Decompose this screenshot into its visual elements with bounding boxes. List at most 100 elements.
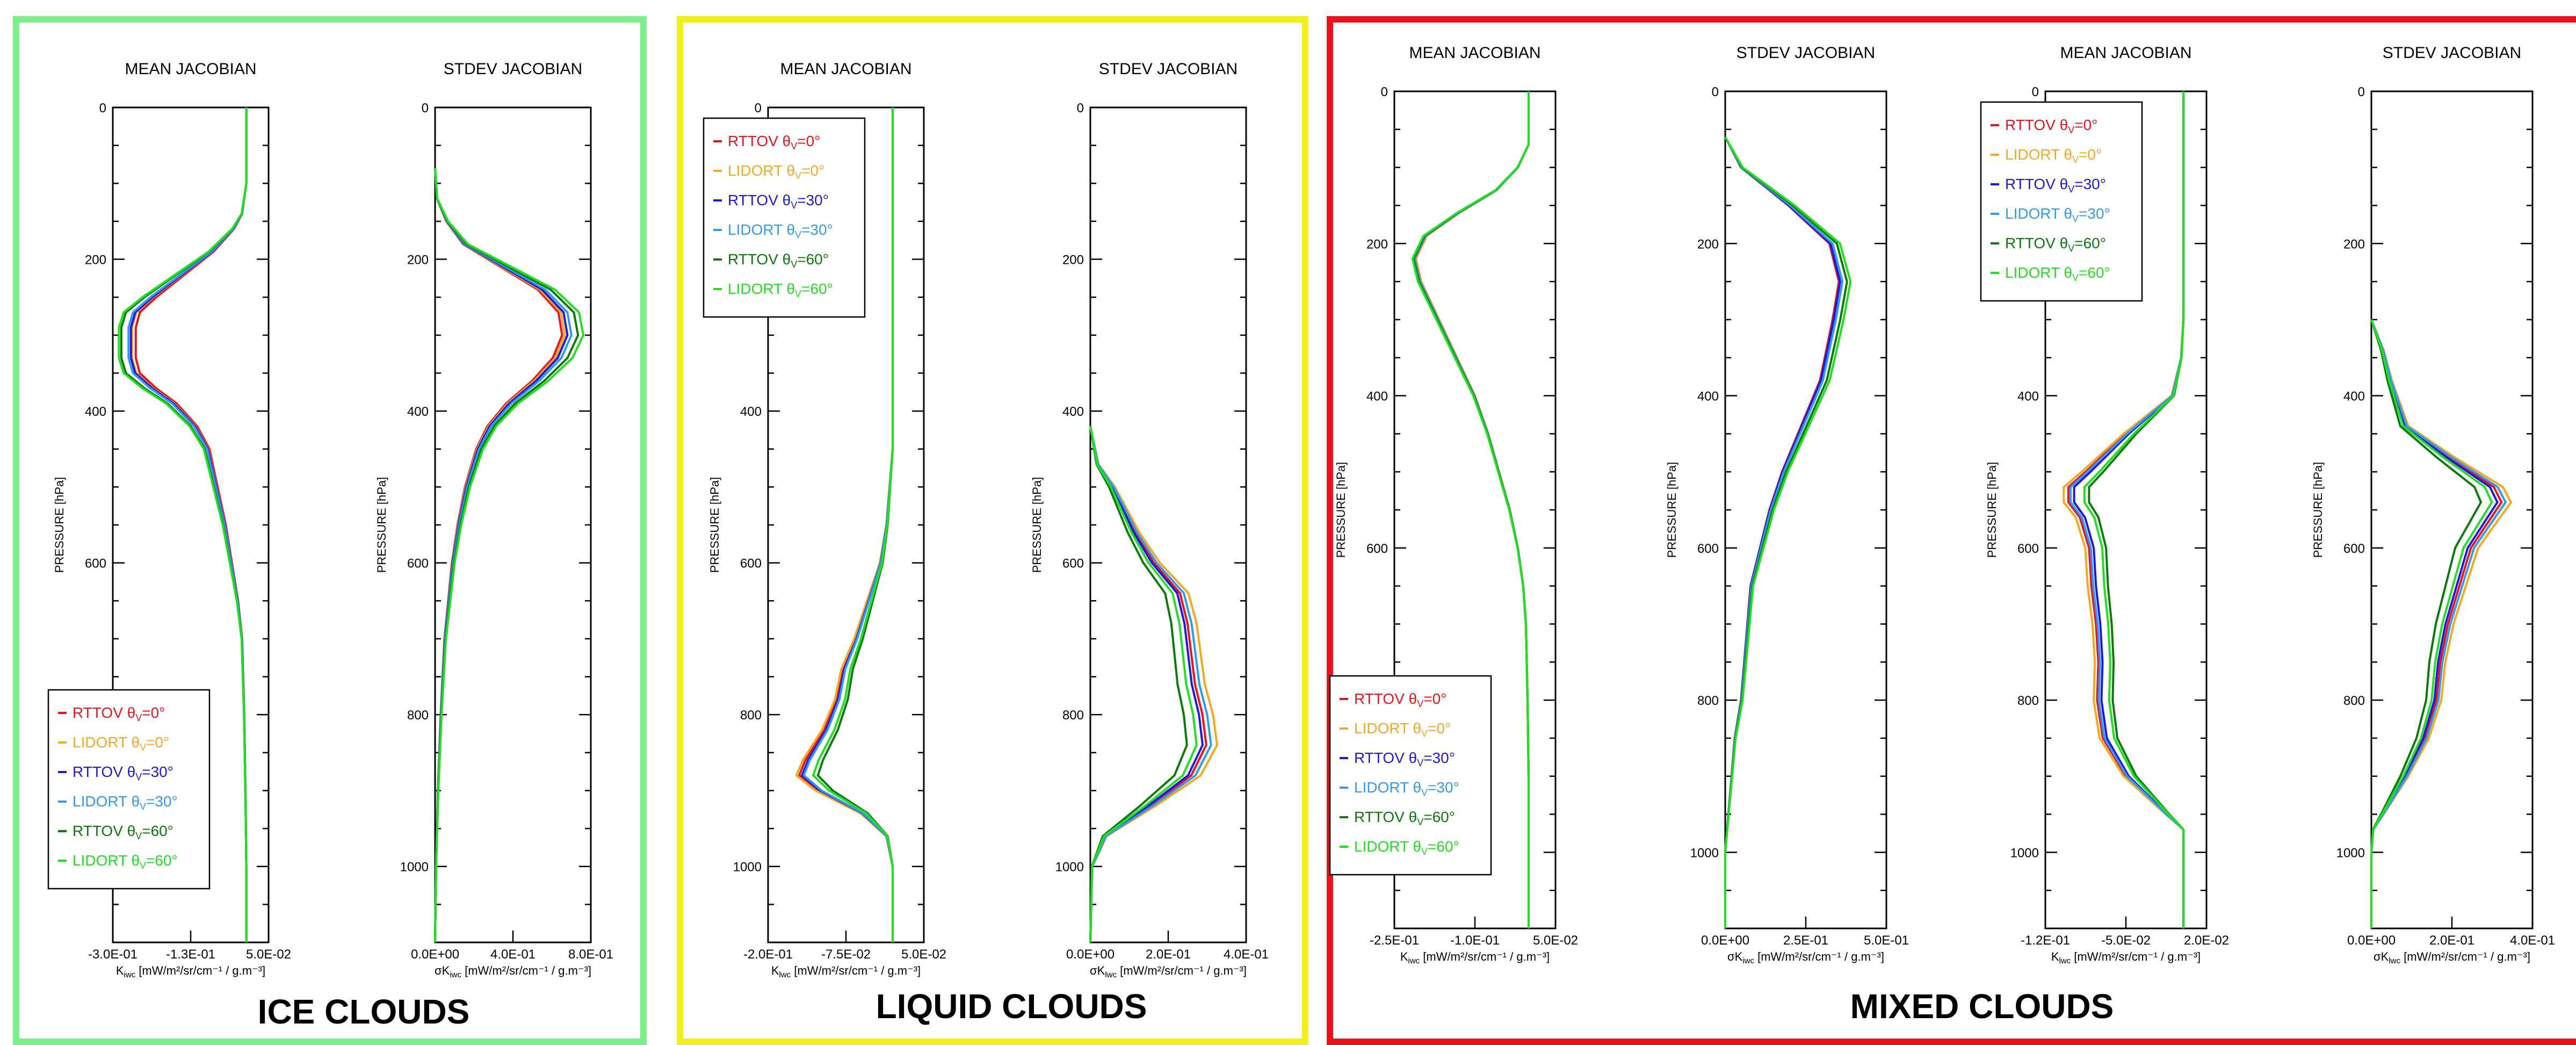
series-line (1724, 136, 1844, 928)
legend-entry: LIDORT θV=60° (728, 280, 833, 299)
legend-entry: LIDORT θV=0° (2005, 146, 2102, 165)
series-line (2370, 319, 2507, 928)
y-tick-label: 800 (1062, 708, 1084, 723)
y-tick-label: 400 (1697, 390, 1719, 404)
legend-entry: RTTOV θV=30° (728, 192, 829, 211)
series-line (2370, 319, 2499, 928)
legend-entry: RTTOV θV=60° (73, 823, 173, 841)
legend-entry: LIDORT θV=30° (2005, 205, 2110, 224)
y-tick-label: 1000 (733, 860, 762, 875)
y-tick-label: 200 (407, 253, 429, 268)
series-line (1089, 426, 1204, 943)
chart-ice-0: 02004006008001000-3.0E-01-1.3E-015.0E-02… (47, 60, 291, 979)
chart-ice-1: 0 200 400 600 800 1000 0.0E+00 4.0E-01 8.0E-01 ST… (375, 60, 613, 979)
y-axis-label: PRESSURE [hPa] (375, 477, 388, 573)
x-tick-label: 2.0E-01 (2429, 933, 2474, 948)
chart-mixed-5: 0 200 400 600 800 1000 0.0E+00 2.5E-01 5.0E-01 ST… (1665, 44, 1909, 965)
chart-mixed-4: 02004006008001000-2.5E-01-1.0E-015.0E-02… (1329, 44, 1578, 965)
chart-title: MEAN JACOBIAN (2060, 44, 2191, 62)
legend-entry: RTTOV θV=0° (728, 133, 820, 152)
x-tick-label: 5.0E-01 (1864, 933, 1909, 948)
y-tick-label: 400 (85, 405, 106, 419)
x-tick-label: -1.2E-01 (2021, 933, 2070, 948)
x-axis-label: Klwc [mW/m²/sr/cm⁻¹ / g.m⁻³] (771, 964, 921, 979)
y-tick-label: 800 (2017, 694, 2039, 708)
x-tick-label: 4.0E-01 (2510, 933, 2555, 948)
series-line (1724, 136, 1842, 928)
y-tick-label: 600 (1062, 557, 1084, 571)
chart-title: STDEV JACOBIAN (2383, 44, 2521, 62)
y-tick-label: 1000 (1055, 860, 1084, 875)
y-tick-label: 200 (1366, 237, 1388, 251)
legend-entry: LIDORT θV=0° (1354, 720, 1451, 739)
series-line (1724, 136, 1841, 928)
x-tick-label: 0.0E+00 (2347, 933, 2396, 948)
chart-title: STDEV JACOBIAN (1099, 60, 1238, 78)
x-tick-label: 5.0E-02 (246, 947, 291, 962)
series-line (2370, 319, 2482, 928)
y-tick-label: 0 (2358, 85, 2365, 99)
y-axis-label: PRESSURE [hPa] (53, 477, 66, 573)
y-tick-label: 600 (2343, 542, 2365, 556)
legend-entry: RTTOV θV=30° (2005, 176, 2106, 194)
chart-title: STDEV JACOBIAN (444, 60, 582, 78)
y-tick-label: 600 (1697, 542, 1719, 556)
chart-liquid-2: 02004006008001000-2.0E-01-7.5E-025.0E-02… (703, 60, 946, 979)
plot-frame (2370, 90, 2534, 929)
x-tick-label: 0.0E+00 (1701, 933, 1749, 948)
panel-title-liquid: LIQUID CLOUDS (876, 987, 1147, 1026)
x-tick-label: -2.5E-01 (1370, 933, 1419, 948)
chart-title: STDEV JACOBIAN (1736, 44, 1875, 62)
y-tick-label: 400 (407, 405, 429, 419)
legend-entry: LIDORT θV=30° (73, 793, 178, 812)
y-tick-label: 400 (1062, 405, 1084, 419)
y-tick-label: 0 (422, 101, 429, 116)
x-axis-label: σKiwc [mW/m²/sr/cm⁻¹ / g.m⁻³] (1727, 950, 1884, 965)
legend-entry: LIDORT θV=0° (728, 162, 824, 181)
legend-box (1980, 101, 2143, 302)
y-axis-label: PRESSURE [hPa] (1030, 477, 1044, 573)
y-tick-label: 800 (407, 708, 429, 723)
chart-title: MEAN JACOBIAN (780, 60, 911, 78)
series-line (434, 168, 585, 943)
legend-box (47, 689, 211, 890)
y-tick-label: 1000 (2010, 846, 2039, 860)
panel-title-mixed: MIXED CLOUDS (1850, 987, 2114, 1026)
y-tick-label: 600 (407, 557, 429, 571)
legend-entry: RTTOV θV=60° (1354, 809, 1455, 827)
x-tick-label: 4.0E-01 (1224, 947, 1269, 962)
legend-entry: RTTOV θV=60° (2005, 235, 2106, 254)
x-tick-label: 2.0E-02 (2184, 933, 2229, 948)
legend-entry: LIDORT θV=60° (73, 852, 178, 871)
series-line (1089, 426, 1188, 943)
x-tick-label: 5.0E-02 (901, 947, 946, 962)
x-tick-label: 2.5E-01 (1783, 933, 1828, 948)
y-tick-label: 1000 (1690, 846, 1719, 860)
x-axis-label: σKiwc [mW/m²/sr/cm⁻¹ / g.m⁻³] (435, 964, 591, 979)
x-axis-label: Klwc [mW/m²/sr/cm⁻¹ / g.m⁻³] (2051, 950, 2201, 965)
series-line (2070, 91, 2185, 928)
y-tick-label: 1000 (400, 860, 429, 875)
y-tick-label: 600 (740, 557, 762, 571)
x-tick-label: 5.0E-02 (1533, 933, 1578, 948)
series-line (2370, 319, 2493, 928)
x-axis-label: σKlwc [mW/m²/sr/cm⁻¹ / g.m⁻³] (2374, 950, 2530, 965)
y-axis-label: PRESSURE [hPa] (1334, 462, 1348, 558)
series-line (1089, 426, 1212, 943)
legend-entry: LIDORT θV=30° (728, 221, 833, 240)
legend-entry: RTTOV θV=0° (2005, 117, 2097, 135)
y-tick-label: 400 (740, 405, 762, 419)
y-tick-label: 600 (2017, 542, 2039, 556)
y-tick-label: 400 (2343, 390, 2365, 404)
y-axis-label: PRESSURE [hPa] (2311, 462, 2325, 558)
y-tick-label: 600 (1366, 542, 1388, 556)
series-line (812, 107, 894, 942)
y-tick-label: 200 (1062, 253, 1084, 268)
x-axis-label: Kiwc [mW/m²/sr/cm⁻¹ / g.m⁻³] (1400, 950, 1550, 965)
y-tick-label: 0 (755, 101, 762, 116)
x-tick-label: -7.5E-02 (821, 947, 871, 962)
legend-entry: RTTOV θV=60° (728, 251, 829, 270)
y-tick-label: 0 (1381, 85, 1388, 99)
x-axis-label: Kiwc [mW/m²/sr/cm⁻¹ / g.m⁻³] (116, 964, 265, 979)
